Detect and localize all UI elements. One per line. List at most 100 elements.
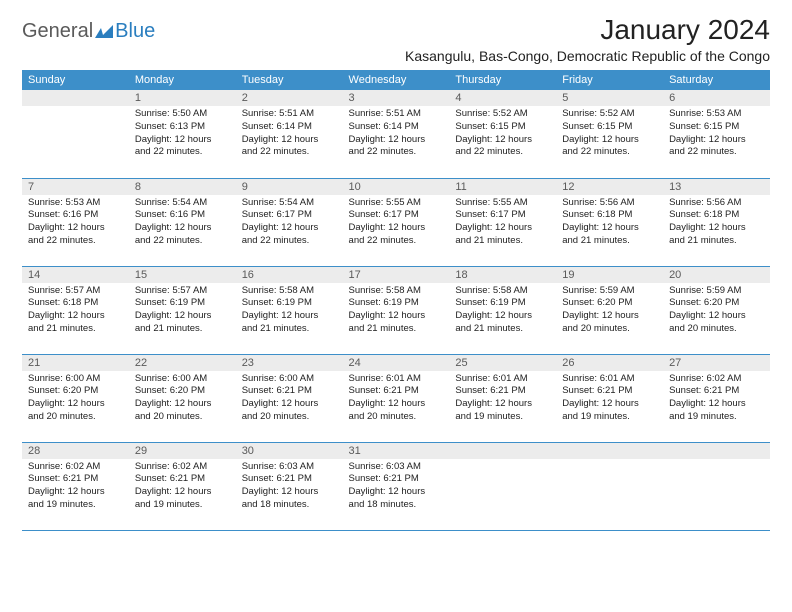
calendar-day-cell: 28Sunrise: 6:02 AMSunset: 6:21 PMDayligh… — [22, 442, 129, 530]
calendar-week-row: 14Sunrise: 5:57 AMSunset: 6:18 PMDayligh… — [22, 266, 770, 354]
calendar-day-cell: 18Sunrise: 5:58 AMSunset: 6:19 PMDayligh… — [449, 266, 556, 354]
page-header: General Blue January 2024 Kasangulu, Bas… — [22, 14, 770, 64]
day-body: Sunrise: 6:03 AMSunset: 6:21 PMDaylight:… — [343, 459, 450, 516]
calendar-day-cell: 17Sunrise: 5:58 AMSunset: 6:19 PMDayligh… — [343, 266, 450, 354]
day-body: Sunrise: 5:51 AMSunset: 6:14 PMDaylight:… — [236, 106, 343, 163]
day-body: Sunrise: 5:56 AMSunset: 6:18 PMDaylight:… — [556, 195, 663, 252]
sunrise-text: Sunrise: 6:01 AM — [455, 373, 550, 386]
daylight-text: Daylight: 12 hours and 22 minutes. — [349, 134, 444, 160]
day-body: Sunrise: 6:02 AMSunset: 6:21 PMDaylight:… — [663, 371, 770, 428]
day-body: Sunrise: 5:57 AMSunset: 6:19 PMDaylight:… — [129, 283, 236, 340]
day-body: Sunrise: 6:01 AMSunset: 6:21 PMDaylight:… — [343, 371, 450, 428]
day-body: Sunrise: 6:02 AMSunset: 6:21 PMDaylight:… — [22, 459, 129, 516]
calendar-body: 1Sunrise: 5:50 AMSunset: 6:13 PMDaylight… — [22, 90, 770, 530]
day-number: 2 — [236, 90, 343, 106]
day-body: Sunrise: 5:55 AMSunset: 6:17 PMDaylight:… — [343, 195, 450, 252]
daylight-text: Daylight: 12 hours and 22 minutes. — [135, 134, 230, 160]
calendar-day-cell: 15Sunrise: 5:57 AMSunset: 6:19 PMDayligh… — [129, 266, 236, 354]
sunrise-text: Sunrise: 5:58 AM — [242, 285, 337, 298]
calendar-day-cell: 6Sunrise: 5:53 AMSunset: 6:15 PMDaylight… — [663, 90, 770, 178]
calendar-day-cell: 9Sunrise: 5:54 AMSunset: 6:17 PMDaylight… — [236, 178, 343, 266]
weekday-header: Friday — [556, 70, 663, 90]
day-number: 10 — [343, 179, 450, 195]
calendar-table: Sunday Monday Tuesday Wednesday Thursday… — [22, 70, 770, 531]
day-body: Sunrise: 5:55 AMSunset: 6:17 PMDaylight:… — [449, 195, 556, 252]
calendar-day-cell: 25Sunrise: 6:01 AMSunset: 6:21 PMDayligh… — [449, 354, 556, 442]
daylight-text: Daylight: 12 hours and 19 minutes. — [135, 486, 230, 512]
location-subtitle: Kasangulu, Bas-Congo, Democratic Republi… — [405, 48, 770, 64]
day-number: 28 — [22, 443, 129, 459]
daylight-text: Daylight: 12 hours and 22 minutes. — [562, 134, 657, 160]
sunrise-text: Sunrise: 6:00 AM — [135, 373, 230, 386]
day-number: 12 — [556, 179, 663, 195]
daylight-text: Daylight: 12 hours and 19 minutes. — [562, 398, 657, 424]
sunrise-text: Sunrise: 5:57 AM — [135, 285, 230, 298]
day-body: Sunrise: 6:00 AMSunset: 6:20 PMDaylight:… — [129, 371, 236, 428]
sunset-text: Sunset: 6:20 PM — [135, 385, 230, 398]
sunset-text: Sunset: 6:21 PM — [562, 385, 657, 398]
calendar-week-row: 21Sunrise: 6:00 AMSunset: 6:20 PMDayligh… — [22, 354, 770, 442]
sunset-text: Sunset: 6:18 PM — [28, 297, 123, 310]
daylight-text: Daylight: 12 hours and 20 minutes. — [349, 398, 444, 424]
day-number — [22, 90, 129, 106]
daylight-text: Daylight: 12 hours and 21 minutes. — [28, 310, 123, 336]
day-number: 24 — [343, 355, 450, 371]
calendar-day-cell: 16Sunrise: 5:58 AMSunset: 6:19 PMDayligh… — [236, 266, 343, 354]
day-number: 16 — [236, 267, 343, 283]
sunrise-text: Sunrise: 5:56 AM — [669, 197, 764, 210]
sunset-text: Sunset: 6:21 PM — [135, 473, 230, 486]
day-number: 9 — [236, 179, 343, 195]
weekday-header: Saturday — [663, 70, 770, 90]
sunset-text: Sunset: 6:20 PM — [669, 297, 764, 310]
daylight-text: Daylight: 12 hours and 21 minutes. — [135, 310, 230, 336]
daylight-text: Daylight: 12 hours and 20 minutes. — [135, 398, 230, 424]
daylight-text: Daylight: 12 hours and 21 minutes. — [455, 310, 550, 336]
sunset-text: Sunset: 6:16 PM — [28, 209, 123, 222]
day-number: 31 — [343, 443, 450, 459]
day-body: Sunrise: 6:01 AMSunset: 6:21 PMDaylight:… — [449, 371, 556, 428]
day-body: Sunrise: 5:52 AMSunset: 6:15 PMDaylight:… — [449, 106, 556, 163]
calendar-day-cell: 8Sunrise: 5:54 AMSunset: 6:16 PMDaylight… — [129, 178, 236, 266]
daylight-text: Daylight: 12 hours and 19 minutes. — [455, 398, 550, 424]
daylight-text: Daylight: 12 hours and 21 minutes. — [562, 222, 657, 248]
calendar-day-cell — [663, 442, 770, 530]
day-number: 7 — [22, 179, 129, 195]
calendar-day-cell: 20Sunrise: 5:59 AMSunset: 6:20 PMDayligh… — [663, 266, 770, 354]
sunset-text: Sunset: 6:19 PM — [349, 297, 444, 310]
day-number: 22 — [129, 355, 236, 371]
day-number: 3 — [343, 90, 450, 106]
sunset-text: Sunset: 6:15 PM — [562, 121, 657, 134]
day-number — [663, 443, 770, 459]
day-body: Sunrise: 5:58 AMSunset: 6:19 PMDaylight:… — [343, 283, 450, 340]
calendar-day-cell: 14Sunrise: 5:57 AMSunset: 6:18 PMDayligh… — [22, 266, 129, 354]
day-body: Sunrise: 6:01 AMSunset: 6:21 PMDaylight:… — [556, 371, 663, 428]
sunset-text: Sunset: 6:15 PM — [455, 121, 550, 134]
calendar-day-cell: 23Sunrise: 6:00 AMSunset: 6:21 PMDayligh… — [236, 354, 343, 442]
sunset-text: Sunset: 6:19 PM — [455, 297, 550, 310]
calendar-header-row: Sunday Monday Tuesday Wednesday Thursday… — [22, 70, 770, 90]
day-number: 27 — [663, 355, 770, 371]
calendar-day-cell: 5Sunrise: 5:52 AMSunset: 6:15 PMDaylight… — [556, 90, 663, 178]
logo: General Blue — [22, 14, 155, 43]
day-number: 17 — [343, 267, 450, 283]
sunset-text: Sunset: 6:19 PM — [135, 297, 230, 310]
daylight-text: Daylight: 12 hours and 22 minutes. — [28, 222, 123, 248]
day-number: 30 — [236, 443, 343, 459]
daylight-text: Daylight: 12 hours and 22 minutes. — [242, 222, 337, 248]
sunrise-text: Sunrise: 6:02 AM — [28, 461, 123, 474]
sunrise-text: Sunrise: 5:56 AM — [562, 197, 657, 210]
daylight-text: Daylight: 12 hours and 22 minutes. — [455, 134, 550, 160]
day-body: Sunrise: 5:53 AMSunset: 6:15 PMDaylight:… — [663, 106, 770, 163]
sunrise-text: Sunrise: 5:50 AM — [135, 108, 230, 121]
daylight-text: Daylight: 12 hours and 20 minutes. — [562, 310, 657, 336]
sunset-text: Sunset: 6:20 PM — [562, 297, 657, 310]
sunset-text: Sunset: 6:18 PM — [562, 209, 657, 222]
daylight-text: Daylight: 12 hours and 21 minutes. — [455, 222, 550, 248]
calendar-day-cell: 29Sunrise: 6:02 AMSunset: 6:21 PMDayligh… — [129, 442, 236, 530]
sunset-text: Sunset: 6:21 PM — [28, 473, 123, 486]
day-body: Sunrise: 5:58 AMSunset: 6:19 PMDaylight:… — [236, 283, 343, 340]
day-number: 4 — [449, 90, 556, 106]
day-body: Sunrise: 5:50 AMSunset: 6:13 PMDaylight:… — [129, 106, 236, 163]
calendar-day-cell: 4Sunrise: 5:52 AMSunset: 6:15 PMDaylight… — [449, 90, 556, 178]
sunrise-text: Sunrise: 5:59 AM — [562, 285, 657, 298]
